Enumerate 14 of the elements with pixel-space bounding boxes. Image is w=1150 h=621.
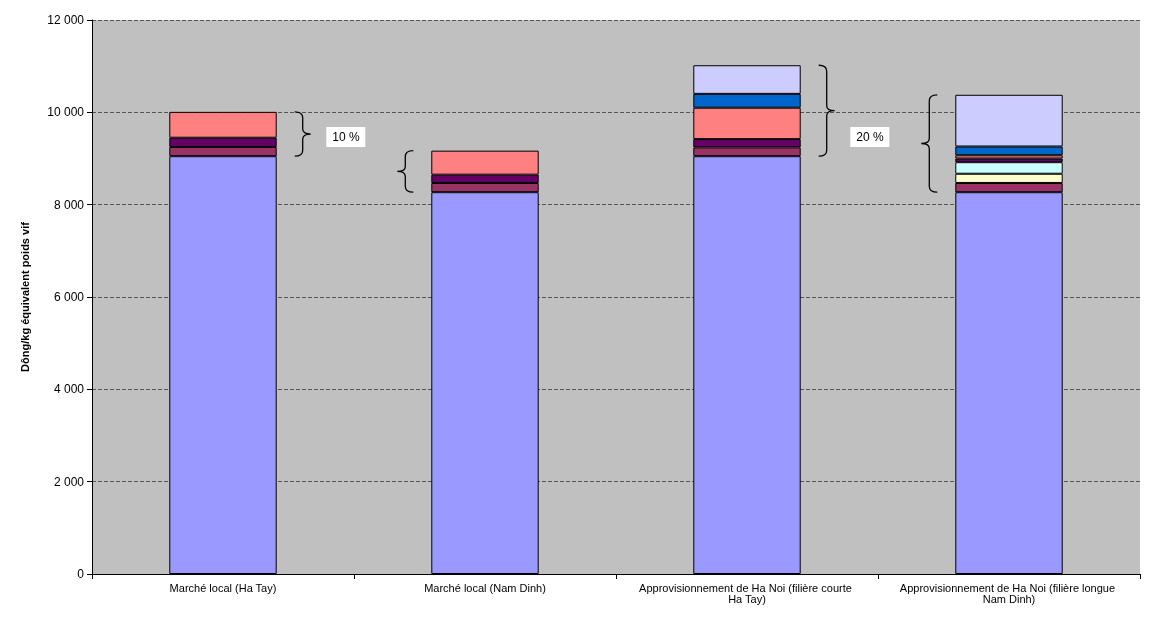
x-tick-label: Marché local (Nam Dinh) <box>424 581 546 594</box>
y-tick-label: 6 000 <box>53 290 85 304</box>
x-tick-label: Approvisionnement de Ha Noi (filière longue Nam Dinh) <box>899 581 1119 605</box>
y-tick-label: 8 000 <box>53 197 85 212</box>
annotation: 20 % <box>850 126 890 147</box>
y-tick-label: 12 000 <box>47 13 85 27</box>
annotation: 10 % <box>326 126 366 147</box>
y-axis-title: Dông/kg équivalent poids vif <box>18 221 31 372</box>
y-tick-label: 10 000 <box>47 105 85 120</box>
x-tick-label: Marché local (Ha Tay) <box>169 581 277 594</box>
y-tick-label: 2 000 <box>53 474 85 489</box>
y-tick-label: 4 000 <box>53 382 85 397</box>
y-tick-label: 0 <box>77 567 85 581</box>
x-tick-label: Approvisionnement de Ha Noi (filière courte Ha Tay) <box>639 581 855 605</box>
